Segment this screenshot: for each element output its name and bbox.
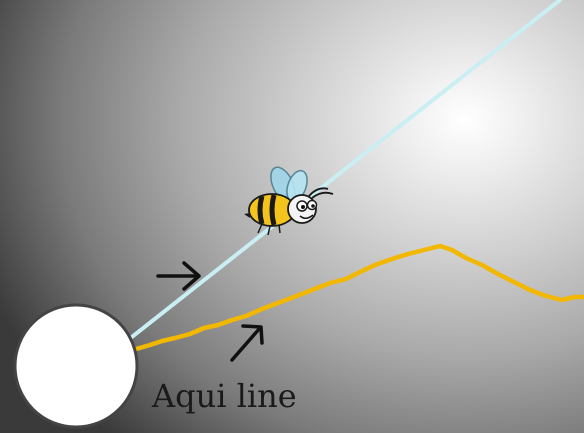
straight-path-line: [126, 0, 562, 342]
up-arrow-icon: [230, 324, 264, 362]
bee-icon: [244, 166, 334, 236]
right-arrow-icon: [156, 261, 201, 291]
origin-circle: [13, 303, 139, 429]
aqui-line-label: Aqui line: [151, 377, 297, 415]
aqui-line: [133, 243, 584, 352]
